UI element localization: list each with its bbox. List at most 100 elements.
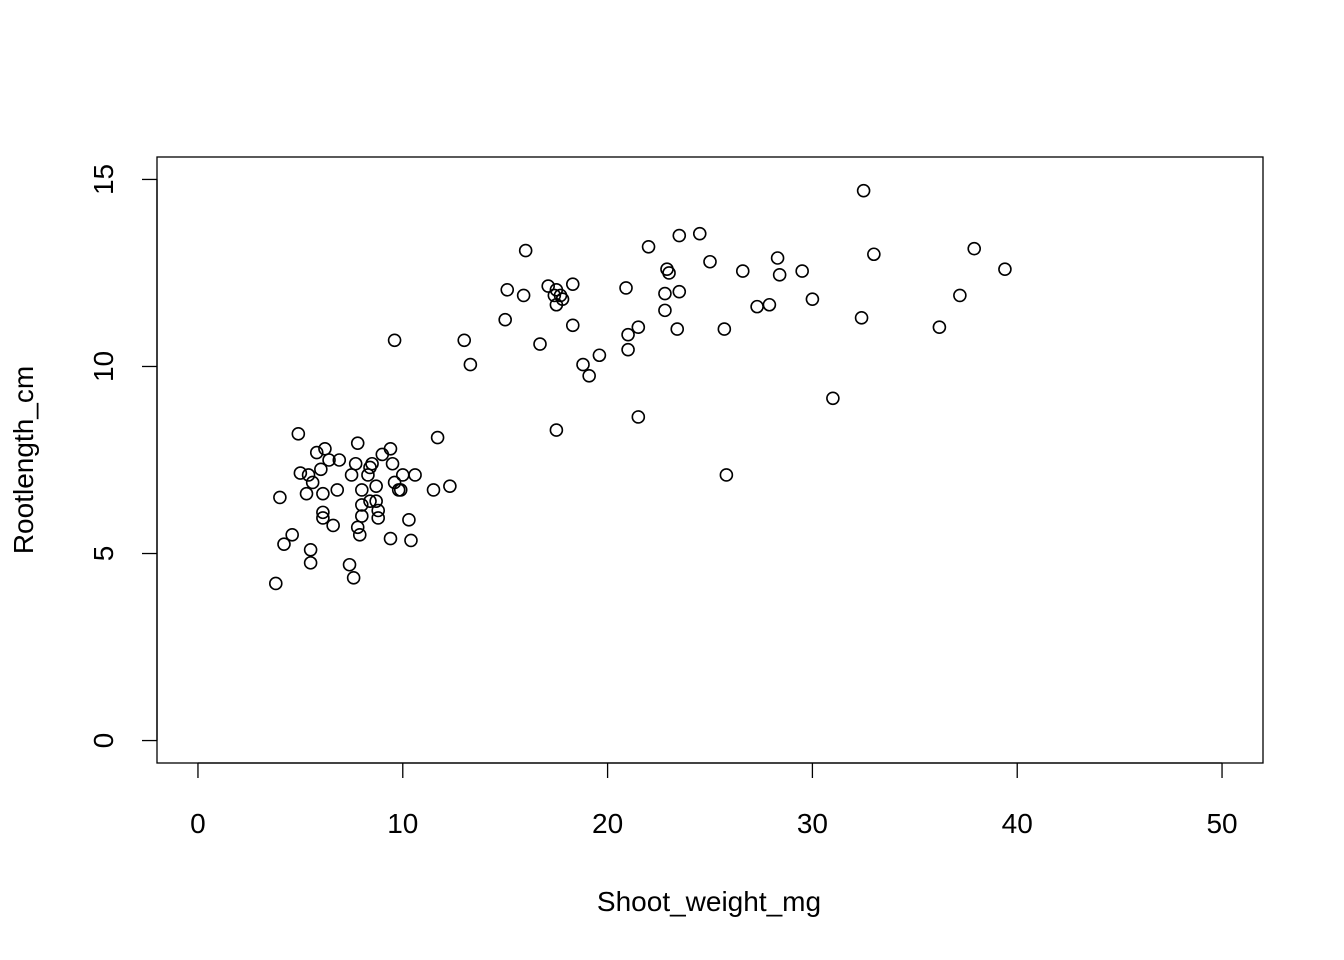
data-point bbox=[576, 357, 590, 372]
y-tick-label: 10 bbox=[88, 351, 119, 382]
data-point bbox=[621, 327, 635, 342]
data-point bbox=[303, 542, 318, 557]
x-tick-label: 50 bbox=[1206, 808, 1237, 839]
data-point bbox=[772, 268, 787, 282]
data-point bbox=[430, 430, 445, 445]
data-point bbox=[826, 391, 840, 406]
data-point bbox=[932, 320, 947, 335]
data-point bbox=[621, 342, 635, 357]
data-point bbox=[541, 279, 555, 293]
data-point bbox=[670, 322, 685, 336]
x-tick-label: 0 bbox=[190, 808, 206, 839]
data-point bbox=[533, 337, 547, 351]
data-point bbox=[365, 456, 379, 471]
data-point bbox=[516, 288, 531, 303]
data-point bbox=[326, 518, 340, 533]
data-point bbox=[383, 531, 398, 546]
data-point bbox=[369, 494, 383, 508]
data-point bbox=[518, 243, 533, 258]
data-point bbox=[856, 183, 871, 198]
y-tick-label: 5 bbox=[88, 546, 119, 562]
y-tick-label: 0 bbox=[88, 733, 119, 749]
data-point bbox=[854, 311, 869, 325]
data-point bbox=[867, 247, 881, 262]
data-point bbox=[348, 456, 363, 471]
data-point bbox=[658, 286, 672, 301]
data-point bbox=[967, 241, 982, 256]
data-point bbox=[426, 483, 441, 497]
y-axis: 0 5 10 15 bbox=[88, 164, 158, 749]
data-point bbox=[770, 251, 785, 265]
data-point bbox=[371, 511, 386, 525]
data-point bbox=[631, 410, 646, 424]
x-tick-label: 10 bbox=[387, 808, 418, 839]
data-point bbox=[393, 483, 408, 497]
x-axis: 0 10 20 30 40 50 bbox=[190, 762, 1238, 839]
data-point bbox=[371, 503, 386, 518]
data-point bbox=[703, 254, 717, 269]
y-tick-label: 15 bbox=[88, 164, 119, 195]
data-point bbox=[805, 292, 820, 306]
data-point bbox=[301, 468, 316, 482]
data-point bbox=[355, 509, 369, 523]
data-point bbox=[330, 483, 345, 497]
data-point bbox=[314, 462, 328, 477]
data-point bbox=[322, 453, 336, 467]
data-point bbox=[672, 284, 687, 299]
data-point bbox=[408, 468, 422, 482]
data-point bbox=[582, 369, 596, 383]
data-point bbox=[565, 277, 580, 291]
data-point bbox=[316, 486, 330, 501]
x-axis-label: Shoot_weight_mg bbox=[597, 886, 821, 917]
data-point bbox=[363, 494, 377, 508]
data-point bbox=[717, 322, 732, 336]
data-point bbox=[309, 445, 324, 460]
x-tick-label: 20 bbox=[592, 808, 623, 839]
data-point bbox=[273, 490, 287, 505]
data-point bbox=[316, 511, 330, 525]
data-point bbox=[692, 226, 707, 241]
data-point bbox=[291, 427, 306, 441]
data-point bbox=[383, 441, 398, 456]
data-point bbox=[795, 264, 809, 278]
data-point bbox=[385, 456, 400, 471]
data-point bbox=[619, 281, 633, 295]
x-tick-label: 40 bbox=[1002, 808, 1033, 839]
data-point bbox=[268, 576, 283, 591]
data-point bbox=[719, 468, 734, 482]
data-point bbox=[350, 436, 365, 450]
data-points bbox=[268, 183, 1012, 591]
data-point bbox=[498, 312, 512, 327]
data-point bbox=[293, 466, 308, 480]
data-point bbox=[355, 483, 369, 497]
data-point bbox=[565, 318, 580, 333]
data-point bbox=[342, 557, 357, 572]
data-point bbox=[592, 348, 607, 363]
data-point bbox=[305, 475, 320, 490]
data-point bbox=[547, 288, 562, 303]
data-point bbox=[303, 556, 318, 570]
data-point bbox=[549, 423, 564, 437]
data-point bbox=[404, 533, 418, 548]
data-point bbox=[285, 528, 299, 542]
data-point bbox=[316, 505, 330, 520]
data-point bbox=[277, 537, 291, 551]
x-tick-label: 30 bbox=[797, 808, 828, 839]
data-point bbox=[299, 486, 314, 501]
data-point bbox=[387, 333, 402, 348]
data-point bbox=[463, 357, 478, 372]
data-point bbox=[641, 239, 656, 254]
data-point bbox=[500, 282, 515, 297]
data-point bbox=[658, 303, 672, 318]
data-point bbox=[662, 266, 676, 280]
data-point bbox=[457, 333, 472, 348]
data-point bbox=[735, 264, 750, 278]
data-point bbox=[332, 453, 347, 467]
y-axis-label: Rootlength_cm bbox=[8, 366, 39, 554]
data-point bbox=[998, 262, 1012, 277]
data-point bbox=[631, 320, 646, 335]
data-point bbox=[346, 571, 361, 585]
data-point bbox=[555, 292, 570, 306]
data-point bbox=[953, 288, 967, 303]
